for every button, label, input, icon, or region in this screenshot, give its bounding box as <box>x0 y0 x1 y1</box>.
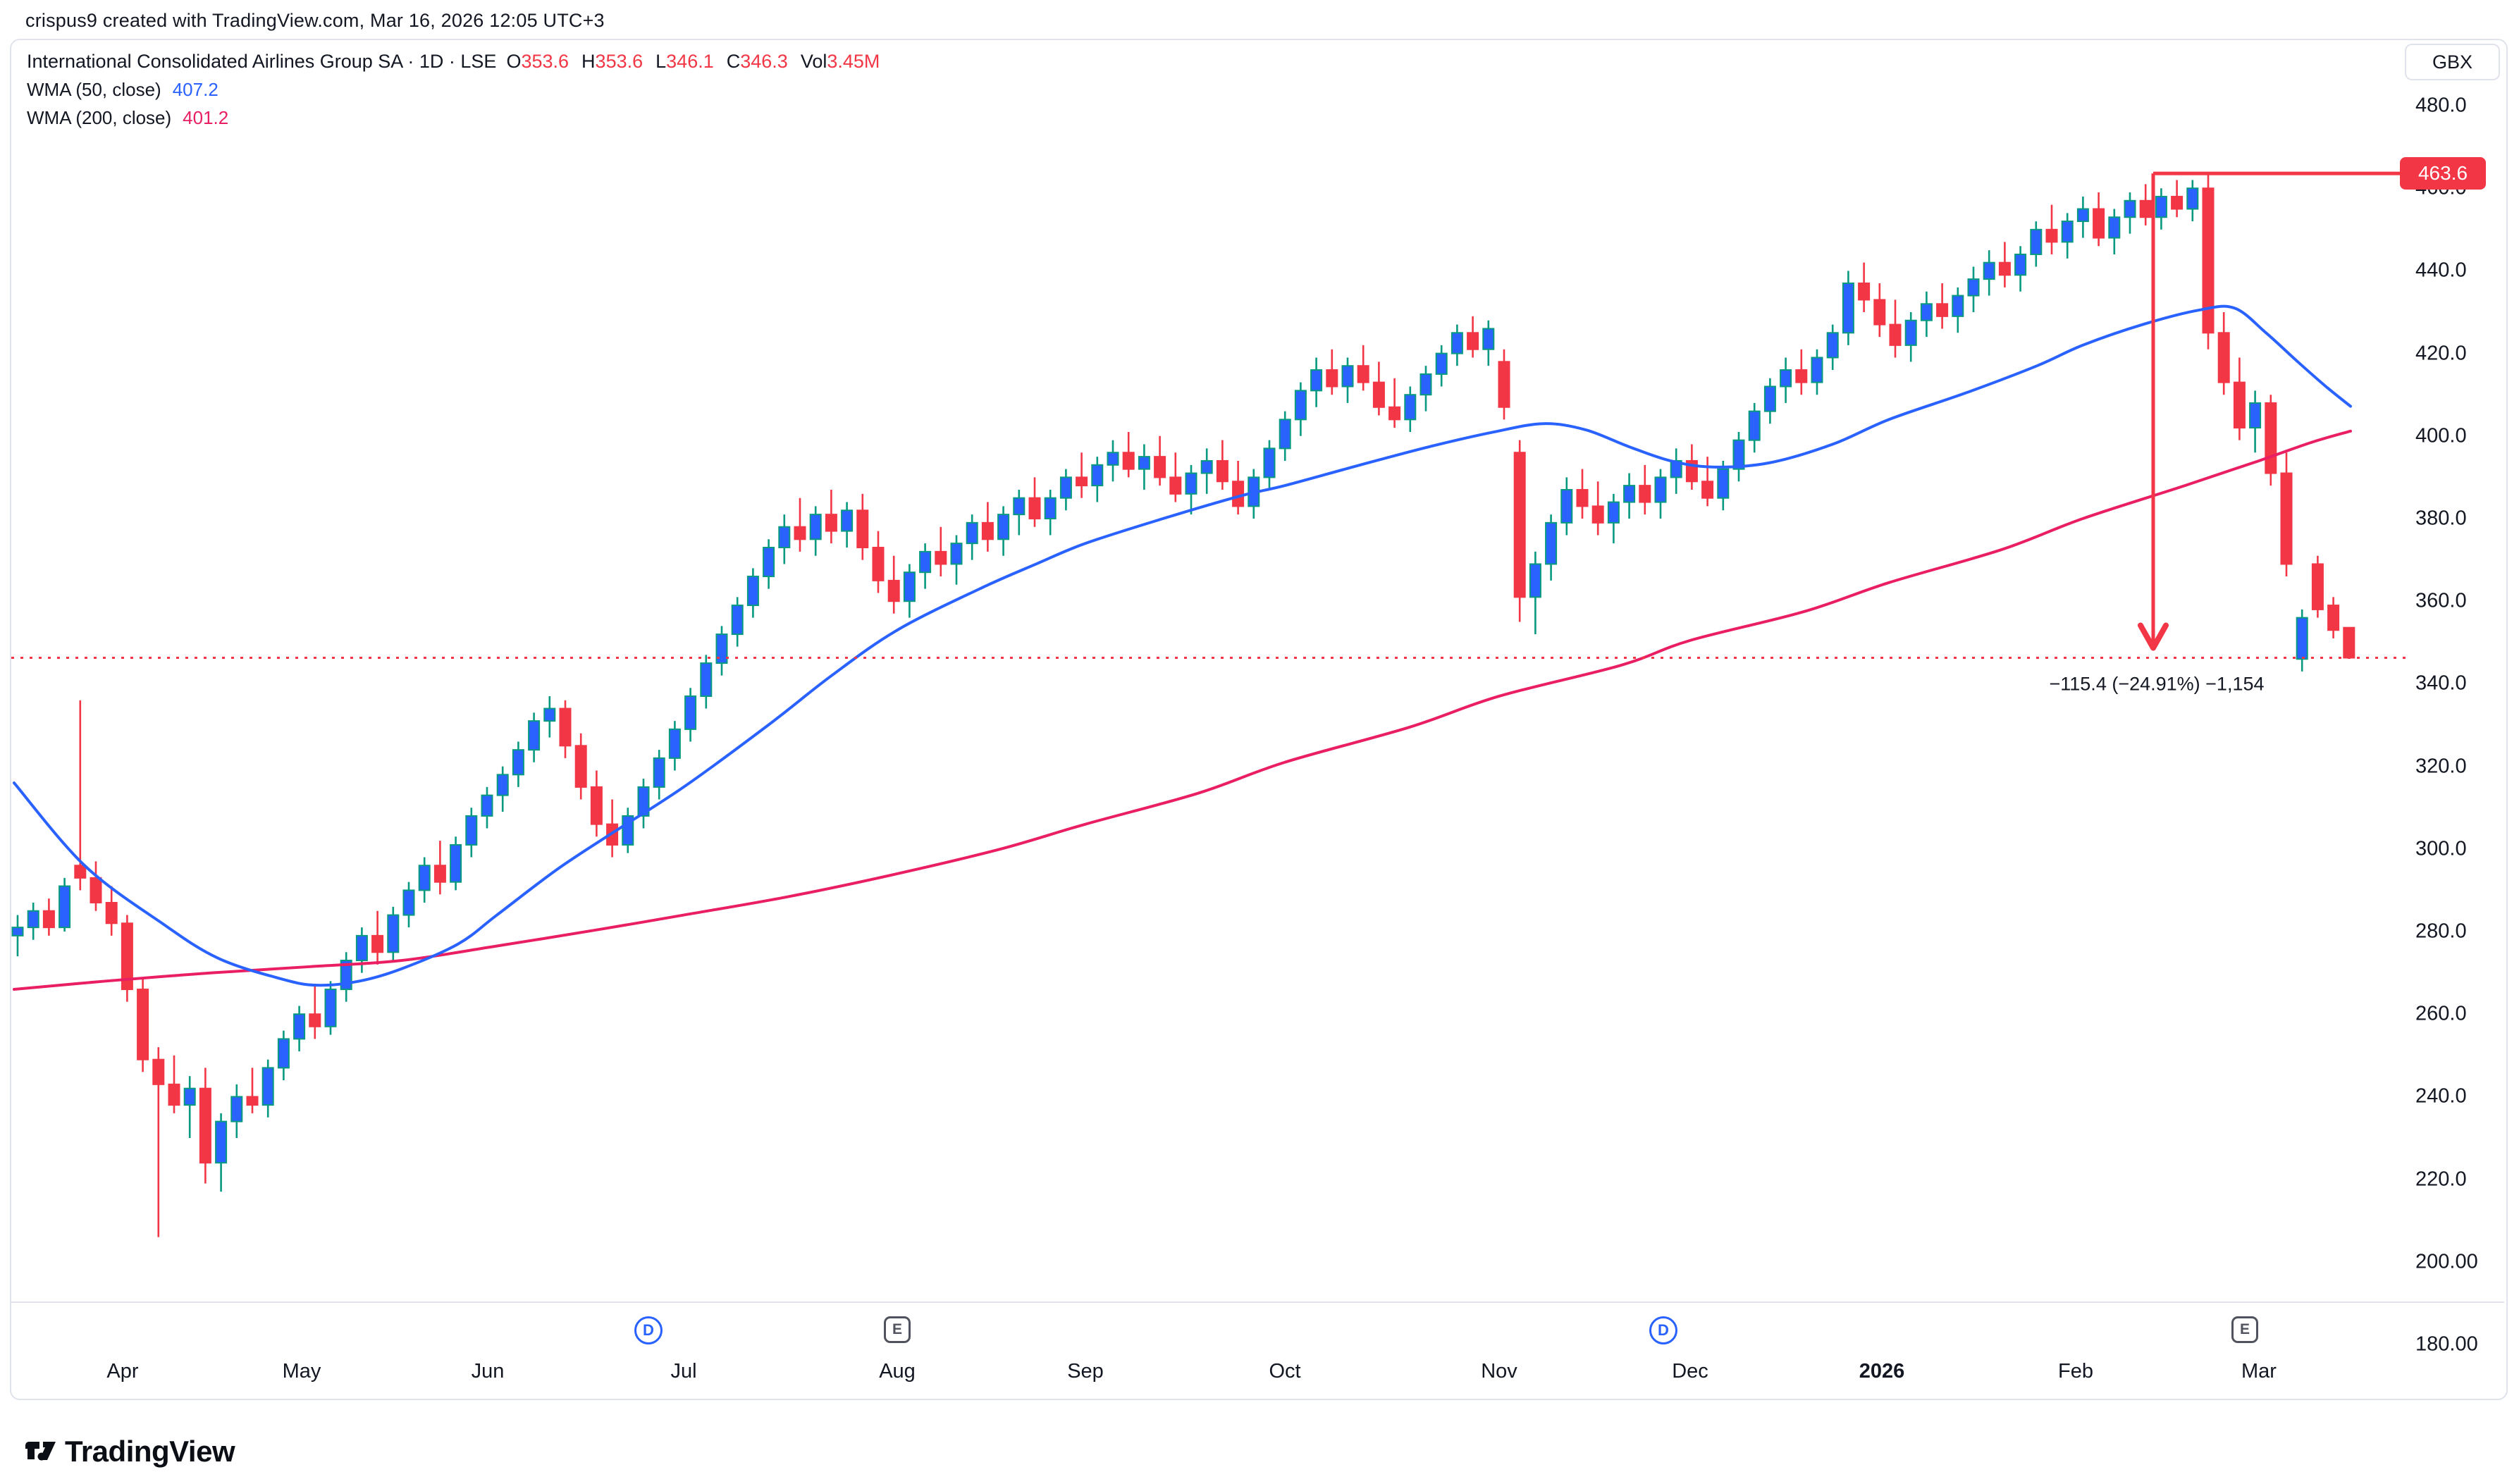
price-range-measurement[interactable] <box>2138 171 2402 651</box>
legend-wma50-row[interactable]: WMA (50, close) 407.2 <box>27 79 880 101</box>
symbol-title: International Consolidated Airlines Grou… <box>27 51 497 72</box>
exchange: LSE <box>460 51 497 72</box>
tradingview-logo[interactable]: TradingView <box>24 1435 235 1468</box>
ohlc-c: C346.3 <box>726 51 788 72</box>
ohlc-o: O353.6 <box>506 51 569 72</box>
timeframe: 1D <box>419 51 444 72</box>
wma200-value: 401.2 <box>183 107 229 128</box>
legend-symbol-row[interactable]: International Consolidated Airlines Grou… <box>27 51 880 73</box>
attribution-text: crispus9 created with TradingView.com, M… <box>25 10 605 31</box>
ohlc-vol: Vol3.45M <box>800 51 880 72</box>
ohlc-l: L346.1 <box>655 51 714 72</box>
chart-card <box>10 39 2508 1400</box>
measurement-label[interactable]: −115.4 (−24.91%) −1,154 <box>2049 673 2265 695</box>
tradingview-wordmark: TradingView <box>65 1435 235 1468</box>
measure-arrow-icon <box>2138 622 2169 651</box>
measure-price-badge[interactable]: 463.6 <box>2400 157 2486 190</box>
wma200-label: WMA (200, close) <box>27 107 172 128</box>
candlestick-series <box>11 173 2355 1237</box>
wma50-value: 407.2 <box>172 79 218 100</box>
currency-badge[interactable]: GBX <box>2405 44 2500 80</box>
tradingview-logo-icon <box>25 1442 56 1461</box>
wma-50-line[interactable] <box>13 304 2352 987</box>
legend-wma200-row[interactable]: WMA (200, close) 401.2 <box>27 107 880 129</box>
ohlc-h: H353.6 <box>581 51 643 72</box>
ohlc-values: O353.6 H353.6 L346.1 C346.3 Vol3.45M <box>506 51 880 73</box>
legend: International Consolidated Airlines Grou… <box>27 51 880 129</box>
wma50-label: WMA (50, close) <box>27 79 161 100</box>
wma-200-line[interactable] <box>13 429 2352 991</box>
